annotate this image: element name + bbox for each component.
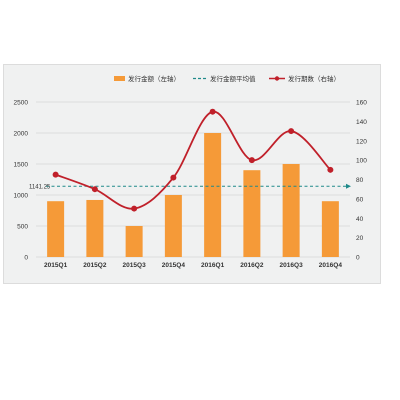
x-axis: 2015Q1 2015Q2 2015Q3 2015Q4 2016Q1 2016Q2 2016… [44, 262, 342, 269]
average-line-arrow [346, 183, 351, 189]
average-line: 1141.25 [29, 183, 351, 191]
left-tick-label: 0 [24, 255, 28, 262]
chart-legend: 发行金额（左轴） 发行金额平均值 发行期数（右轴） [114, 74, 340, 83]
line-series [52, 108, 334, 212]
x-tick-label: 2016Q1 [201, 262, 225, 269]
right-tick-label: 60 [356, 196, 364, 203]
left-tick-label: 1000 [14, 193, 29, 200]
x-tick-label: 2015Q1 [44, 262, 68, 269]
line-point [209, 108, 216, 115]
right-tick-label: 120 [356, 138, 367, 145]
legend-bar-swatch [114, 76, 125, 81]
bar [282, 164, 300, 257]
line-point [52, 171, 59, 178]
right-y-axis: 0 20 40 60 80 100 120 140 160 [356, 100, 367, 262]
x-tick-label: 2015Q4 [162, 262, 186, 269]
bar-series [47, 133, 339, 257]
bar [243, 170, 261, 257]
x-tick-label: 2016Q2 [240, 262, 264, 269]
right-tick-label: 0 [356, 255, 360, 262]
legend-line-label: 发行期数（右轴） [288, 74, 340, 83]
line-point [170, 174, 177, 181]
left-y-axis: 0 500 1000 1500 2000 2500 [14, 100, 29, 262]
bar [86, 199, 104, 257]
x-tick-label: 2016Q3 [280, 262, 304, 269]
right-tick-label: 100 [356, 158, 367, 165]
x-tick-label: 2016Q4 [319, 262, 343, 269]
legend-line-marker [274, 76, 280, 81]
line-point [131, 205, 138, 212]
left-tick-label: 2500 [14, 100, 29, 107]
line-point [327, 166, 334, 173]
line-point [91, 186, 98, 193]
combo-chart: 发行金额（左轴） 发行金额平均值 发行期数（右轴） 05001000150020… [14, 74, 368, 269]
x-tick-label: 2015Q2 [83, 262, 107, 269]
left-tick-label: 500 [17, 224, 28, 231]
right-tick-label: 80 [356, 177, 364, 184]
average-value-label: 1141.25 [29, 185, 51, 191]
left-tick-label: 2000 [14, 131, 29, 138]
grid-lines [36, 101, 350, 258]
right-tick-label: 20 [356, 235, 364, 242]
bar [204, 133, 222, 257]
right-tick-label: 40 [356, 216, 364, 223]
bar [125, 226, 143, 257]
legend-average-label: 发行金额平均值 [210, 74, 256, 83]
legend-bar-label: 发行金额（左轴） [128, 74, 180, 83]
chart-panel: 发行金额（左轴） 发行金额平均值 发行期数（右轴） 0 500 1000 1500 20… [3, 64, 381, 284]
line-point [288, 128, 295, 135]
x-tick-label: 2015Q3 [123, 262, 147, 269]
line-series-path [55, 110, 332, 210]
bar [321, 201, 339, 257]
left-tick-label: 1500 [14, 162, 29, 169]
right-tick-label: 160 [356, 100, 367, 107]
right-tick-label: 140 [356, 119, 367, 126]
bar [47, 201, 65, 257]
bar [164, 195, 182, 257]
line-point [248, 157, 255, 164]
